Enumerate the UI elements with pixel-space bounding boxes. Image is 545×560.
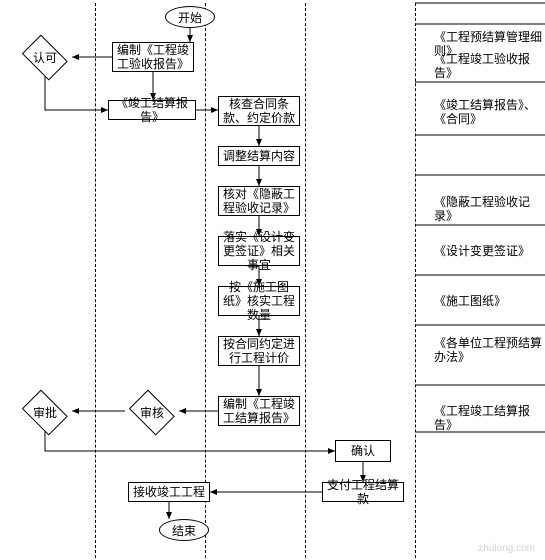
step-verify-hidden: 核对《隐蔽工程验收记录》 xyxy=(218,186,300,216)
start-node: 开始 xyxy=(165,6,215,28)
step-adjust-settlement: 调整结算内容 xyxy=(218,146,300,166)
step-compile-settlement: 编制《工程竣工结算报告》 xyxy=(218,396,300,426)
end-label: 结束 xyxy=(172,522,196,539)
start-label: 开始 xyxy=(178,9,202,26)
step-pay: 支付工程结算款 xyxy=(322,482,404,502)
lane-divider-2 xyxy=(205,3,206,558)
shenpi-label: 审批 xyxy=(33,404,57,421)
pay-label: 支付工程结算款 xyxy=(327,478,399,506)
n4-label: 调整结算内容 xyxy=(223,149,295,163)
ref-6: 《施工图纸》 xyxy=(434,294,544,308)
step-design-change: 落实《设计变更签证》相关事宜 xyxy=(218,236,300,266)
accept-label: 接收竣工工程 xyxy=(133,485,205,499)
ref-3: 《竣工结算报告》、《合同》 xyxy=(434,98,544,126)
lane-divider-1 xyxy=(95,3,96,558)
n3-label: 核查合同条款、约定价款 xyxy=(223,97,295,125)
step-accept: 接收竣工工程 xyxy=(128,482,210,502)
renke-label: 认可 xyxy=(33,49,57,66)
n7-label: 按《施工图纸》核实工程数量 xyxy=(223,280,295,322)
step-compile-acceptance: 编制《工程竣工验收报告》 xyxy=(112,42,194,72)
approve-shenpi: 审批 xyxy=(18,393,72,431)
flowchart-canvas: 开始 结束 认可 审批 审核 编制《工程竣工验收报告》 《竣工结算报告》 核查合… xyxy=(0,0,545,560)
ref-7: 《各单位工程预结算办法》 xyxy=(434,336,544,364)
end-node: 结束 xyxy=(159,519,209,541)
approve-renke: 认可 xyxy=(18,38,72,76)
confirm-label: 确认 xyxy=(351,444,375,458)
n1-label: 编制《工程竣工验收报告》 xyxy=(117,43,189,71)
approve-shenhe: 审核 xyxy=(125,393,179,431)
ref-2: 《工程竣工验收报告》 xyxy=(434,52,544,80)
n6-label: 落实《设计变更签证》相关事宜 xyxy=(223,230,295,272)
n9-label: 编制《工程竣工结算报告》 xyxy=(223,397,295,425)
shenhe-label: 审核 xyxy=(140,404,164,421)
n5-label: 核对《隐蔽工程验收记录》 xyxy=(223,187,295,215)
watermark: zhulong.com xyxy=(478,543,535,554)
ref-8: 《工程竣工结算报告》 xyxy=(434,404,544,432)
lane-divider-4 xyxy=(415,3,416,558)
n8-label: 按合同约定进行工程计价 xyxy=(223,337,295,365)
step-settlement-report-doc: 《竣工结算报告》 xyxy=(108,100,196,120)
step-pricing: 按合同约定进行工程计价 xyxy=(218,336,300,366)
ref-4: 《隐蔽工程验收记录》 xyxy=(434,195,544,223)
step-confirm: 确认 xyxy=(335,440,391,462)
ref-5: 《设计变更签证》 xyxy=(434,244,544,258)
step-verify-quantity: 按《施工图纸》核实工程数量 xyxy=(218,286,300,316)
lane-divider-3 xyxy=(305,3,306,558)
step-check-contract: 核查合同条款、约定价款 xyxy=(218,96,300,126)
n2-label: 《竣工结算报告》 xyxy=(113,96,191,124)
